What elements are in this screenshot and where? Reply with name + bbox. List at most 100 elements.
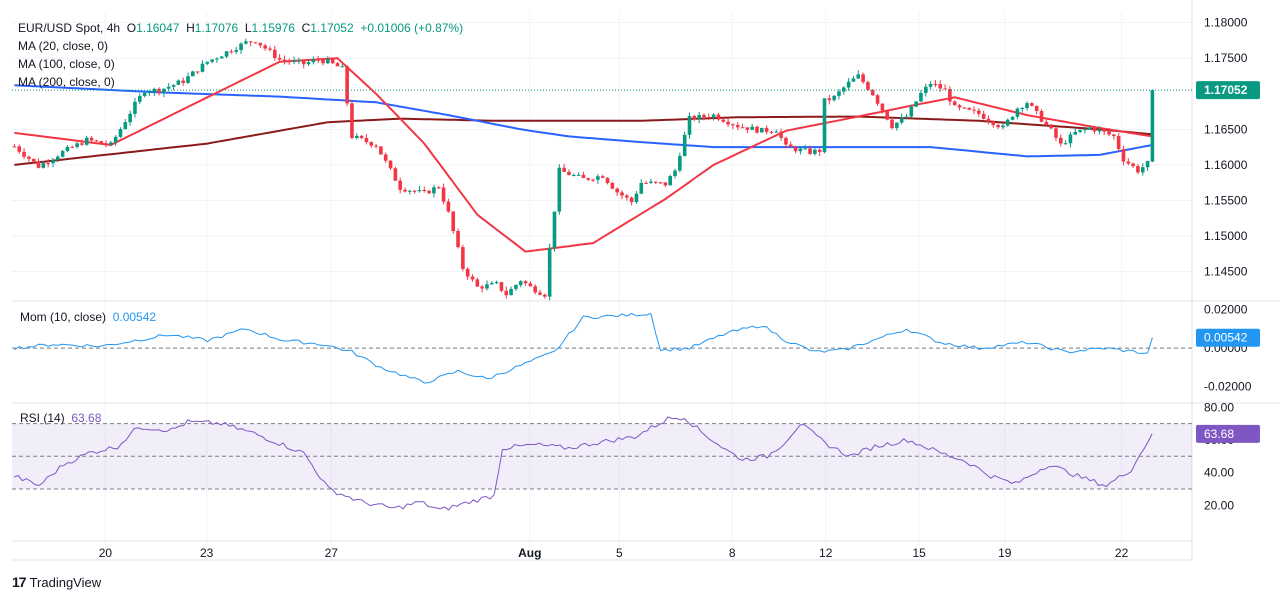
candle-body — [518, 281, 523, 286]
ma100-legend[interactable]: MA (100, close, 0) — [18, 57, 115, 71]
candle-body — [803, 148, 808, 150]
candle-body — [200, 63, 205, 72]
candle-body — [1136, 166, 1140, 173]
candle-body — [861, 74, 865, 83]
candle-body — [263, 45, 267, 49]
candle-body — [1087, 127, 1092, 130]
low-value: 1.15976 — [251, 21, 295, 35]
candle-body — [547, 247, 552, 297]
candle-body — [31, 158, 36, 162]
candle-body — [364, 137, 369, 143]
tradingview-brand[interactable]: 17 TradingView — [12, 574, 101, 590]
candle-body — [808, 148, 812, 154]
candle-body — [576, 174, 581, 176]
candle-body — [972, 109, 976, 111]
candle-body — [258, 42, 263, 46]
pane-borders — [12, 0, 1280, 561]
price-tick-label: 1.16000 — [1204, 158, 1248, 172]
candle-body — [287, 60, 292, 62]
candle-body — [162, 88, 166, 94]
candle-body — [205, 61, 210, 64]
candle-body — [629, 197, 634, 203]
candle-body — [875, 95, 880, 104]
candle-body — [1073, 131, 1078, 135]
high-label: H — [186, 21, 195, 35]
candle-body — [644, 182, 648, 184]
candle-body — [1150, 90, 1155, 162]
price-legend: EUR/USD Spot, 4h O1.16047 H1.17076 L1.15… — [18, 20, 463, 36]
candle-body — [909, 106, 914, 117]
candle-body — [856, 74, 861, 79]
candle-body — [769, 131, 774, 133]
candle-body — [273, 49, 277, 58]
candle-body — [798, 148, 803, 152]
candle-body — [60, 151, 65, 157]
candle-body — [239, 43, 243, 51]
time-tick-label: Aug — [518, 546, 541, 560]
candle-body — [1020, 107, 1025, 109]
candle-body — [1126, 161, 1131, 164]
price-tick-label: 1.16500 — [1204, 122, 1248, 136]
candle-body — [533, 286, 537, 293]
candle-body — [760, 127, 764, 133]
time-tick-label: 22 — [1115, 546, 1129, 560]
candle-body — [943, 88, 947, 90]
candle-body — [962, 107, 967, 109]
candle-body — [432, 187, 436, 194]
rsi-line — [13, 416, 1153, 511]
candle-body — [321, 59, 325, 64]
candle-body — [1058, 137, 1063, 144]
candle-body — [615, 188, 619, 193]
candle-body — [1063, 143, 1068, 145]
candle-body — [986, 118, 991, 122]
candle-body — [928, 83, 933, 87]
candle-body — [494, 282, 499, 284]
rsi-pane — [12, 416, 1192, 511]
candle-body — [523, 281, 528, 284]
candle-body — [600, 176, 605, 178]
candle-body — [489, 282, 494, 285]
candle-body — [735, 125, 740, 128]
grid-lines — [12, 12, 1192, 560]
time-tick-label: 27 — [325, 546, 339, 560]
time-tick-label: 5 — [616, 546, 623, 560]
ma200-legend[interactable]: MA (200, close, 0) — [18, 75, 115, 89]
ma20-legend[interactable]: MA (20, close, 0) — [18, 39, 109, 53]
candle-body — [335, 63, 340, 67]
candle-body — [1044, 121, 1049, 125]
close-value: 1.17052 — [310, 21, 354, 35]
momentum-label: Mom (10, close) — [20, 310, 107, 324]
momentum-title[interactable]: Mom (10, close) 0.00542 — [20, 310, 156, 324]
candle-body — [84, 137, 89, 145]
candle-body — [12, 146, 17, 148]
candle-body — [65, 146, 70, 152]
symbol-label: EUR/USD Spot, 4h — [18, 21, 121, 35]
candle-body — [171, 84, 176, 87]
candle-body — [813, 149, 817, 154]
candle-body — [46, 163, 50, 165]
mom-value-box — [1196, 328, 1260, 347]
candle-body — [899, 117, 904, 123]
candle-body — [726, 121, 730, 125]
candle-body — [538, 292, 542, 295]
candle-body — [663, 182, 668, 186]
momentum-pane — [12, 312, 1192, 384]
candle-body — [123, 122, 128, 130]
candle-body — [682, 134, 687, 157]
candle-body — [22, 151, 26, 157]
candle-body — [118, 129, 123, 137]
rsi-tick-label: 80.00 — [1204, 400, 1234, 414]
ma20-line — [14, 57, 1153, 253]
candle-body — [354, 135, 359, 138]
candle-body — [461, 247, 465, 269]
ma200-path — [14, 115, 1153, 166]
candle-body — [465, 268, 470, 277]
momentum-line — [14, 312, 1153, 384]
rsi-label: RSI (14) — [20, 411, 65, 425]
candle-body — [104, 143, 108, 145]
rsi-title[interactable]: RSI (14) 63.68 — [20, 411, 101, 425]
open-label: O — [126, 21, 137, 35]
candle-body — [745, 127, 750, 130]
candle-body — [788, 144, 793, 148]
